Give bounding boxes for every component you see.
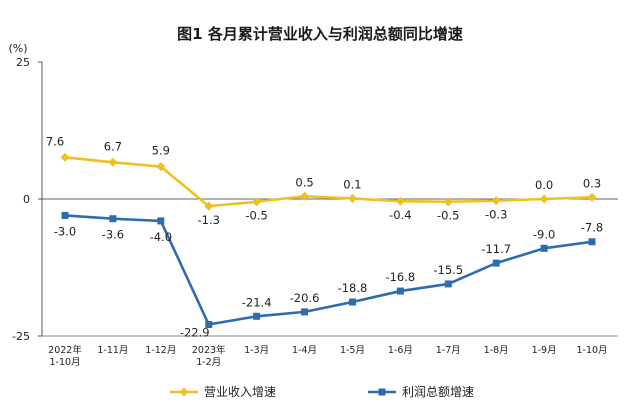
revenue-point (587, 192, 597, 202)
profit-point (109, 215, 117, 223)
y-tick-label: 0 (23, 193, 30, 206)
revenue-data-label: -0.4 (389, 208, 411, 222)
revenue-point (156, 162, 166, 172)
profit-data-label: -15.5 (433, 263, 463, 277)
revenue-point (539, 194, 549, 204)
revenue-point (60, 152, 70, 162)
x-tick-label: 2022年 1-10月 (48, 344, 82, 368)
profit-data-label: -22.9 (180, 325, 210, 339)
revenue-point (443, 197, 453, 207)
profit-point (205, 320, 213, 328)
profit-point (492, 259, 500, 267)
x-tick-label: 1-12月 (145, 345, 176, 356)
x-tick-label-line: 1-6月 (388, 345, 413, 356)
profit-data-label: -20.6 (290, 291, 320, 305)
profit-point (540, 244, 548, 252)
revenue-data-label: 7.6 (46, 134, 64, 148)
legend-revenue-marker (179, 387, 189, 397)
x-tick-label-line: 1-7月 (436, 345, 461, 356)
x-tick-label-line: 1-11月 (97, 345, 128, 356)
y-tick-label: 25 (16, 56, 30, 69)
revenue-point (300, 191, 310, 201)
profit-point (301, 308, 309, 316)
revenue-data-label: 6.7 (104, 139, 122, 153)
x-tick-label: 1-6月 (388, 345, 413, 356)
profit-data-label: -9.0 (533, 227, 555, 241)
profit-data-label: -3.6 (102, 228, 124, 242)
series-layer (60, 152, 597, 328)
revenue-line (64, 156, 593, 208)
x-tick-label-line: 1-3月 (244, 345, 269, 356)
legend: 营业收入增速 利润总额增速 (170, 385, 474, 399)
chart-title: 图1 各月累计营业收入与利润总额同比增速 (177, 25, 463, 43)
x-tick-label-line: 1-10月 (576, 345, 607, 356)
x-tick-label-line: 1-9月 (532, 345, 557, 356)
revenue-data-label: -0.3 (485, 208, 507, 222)
revenue-data-label: 0.3 (583, 176, 601, 190)
revenue-point (491, 196, 501, 206)
revenue-data-label: -0.5 (245, 209, 267, 223)
revenue-point (252, 197, 262, 207)
x-tick-label-line: 2022年 (48, 344, 82, 356)
profit-point (61, 211, 69, 219)
x-tick-label: 1-10月 (576, 345, 607, 356)
revenue-data-label: -1.3 (198, 213, 220, 227)
profit-point (157, 217, 165, 225)
revenue-data-label: 0.1 (343, 177, 361, 191)
x-tick-label: 1-4月 (292, 345, 317, 356)
profit-point (588, 238, 596, 246)
x-tick-label: 1-5月 (340, 345, 365, 356)
x-tick-label: 1-8月 (484, 345, 509, 356)
x-tick-label-line: 1-5月 (340, 345, 365, 356)
profit-point (253, 312, 261, 320)
x-tick-label-line: 2023年 (192, 344, 226, 356)
profit-data-label: -11.7 (481, 242, 511, 256)
x-tick-label: 1-7月 (436, 345, 461, 356)
revenue-point (395, 196, 405, 206)
profit-line (64, 214, 593, 326)
revenue-point (204, 201, 214, 211)
x-tick-label: 1-11月 (97, 345, 128, 356)
x-tick-label-line: 1-8月 (484, 345, 509, 356)
data-labels: 7.6 6.7 5.9 -1.3 -0.5 0.5 0.1 -0.4 -0.5 -0.3 0.0 0.… (46, 134, 603, 339)
revenue-data-label: -0.5 (437, 209, 459, 223)
x-tick-label: 1-9月 (532, 345, 557, 356)
profit-point (444, 280, 452, 288)
revenue-point (108, 157, 118, 167)
x-tick-label: 1-3月 (244, 345, 269, 356)
profit-data-label: -18.8 (338, 281, 368, 295)
y-tick-label: -25 (12, 330, 30, 343)
y-axis-unit: (%) (8, 42, 27, 55)
profit-point (396, 287, 404, 295)
revenue-data-label: 5.9 (152, 144, 170, 158)
profit-data-label: -21.4 (242, 295, 272, 309)
profit-data-label: -3.0 (54, 224, 76, 238)
x-tick-label-line: 1-4月 (292, 345, 317, 356)
legend-profit-marker (378, 388, 386, 396)
x-tick-label-line: 1-12月 (145, 345, 176, 356)
profit-data-label: -7.8 (581, 221, 603, 235)
profit-point (348, 298, 356, 306)
x-tick-label-line: 1-10月 (49, 357, 80, 368)
x-tick-label: 2023年 1-2月 (192, 344, 226, 368)
revenue-data-label: 0.0 (535, 178, 553, 192)
revenue-data-label: 0.5 (295, 175, 313, 189)
profit-data-label: -4.0 (150, 230, 172, 244)
x-tick-label-line: 1-2月 (196, 357, 221, 368)
revenue-point (347, 193, 357, 203)
legend-profit-label: 利润总额增速 (402, 385, 474, 399)
profit-data-label: -16.8 (385, 270, 415, 284)
legend-revenue-label: 营业收入增速 (204, 385, 276, 399)
